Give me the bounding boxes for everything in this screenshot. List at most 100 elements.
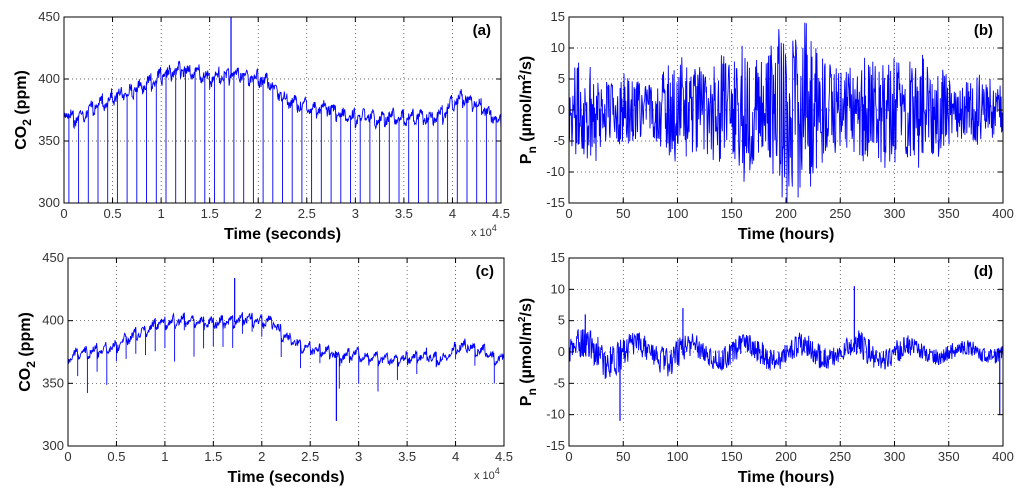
x-multiplier-exp: 4	[495, 466, 500, 476]
plot-area	[68, 258, 504, 446]
x-tick-label: 2	[258, 449, 265, 464]
x-axis-label: Time (hours)	[738, 226, 835, 243]
x-multiplier: x 104	[474, 466, 500, 482]
y-tick-label: 350	[42, 375, 64, 390]
y-tick-label: 15	[551, 9, 565, 24]
x-tick-label: 350	[938, 206, 960, 221]
x-tick-label: 3.5	[398, 449, 416, 464]
x-tick-label: 4	[449, 206, 456, 221]
y-label-rest: (µmol/m	[518, 80, 535, 146]
y-axis-label: Pn (µmol/m2/s)	[517, 298, 539, 406]
x-tick-label: 250	[829, 206, 851, 221]
y-label-main: P	[518, 395, 535, 406]
y-label-rest: (µmol/m	[518, 322, 535, 388]
y-tick-label: -15	[546, 438, 565, 453]
series-group	[569, 22, 1003, 203]
y-tick-label: 450	[38, 9, 60, 24]
x-tick-label: 1.5	[204, 449, 222, 464]
x-tick-label: 50	[616, 206, 630, 221]
y-tick-label: 300	[38, 195, 60, 210]
panel-label: (a)	[473, 22, 491, 39]
x-tick-label: 0	[64, 449, 71, 464]
y-tick-label: 5	[558, 71, 565, 86]
x-axis-label: Time (seconds)	[224, 226, 341, 243]
x-tick-label: 1.5	[201, 206, 219, 221]
x-tick-label: 2.5	[298, 206, 316, 221]
y-label-tail: /s)	[518, 56, 535, 75]
panel-label: (b)	[974, 22, 993, 39]
x-tick-label: 0.5	[104, 206, 122, 221]
y-label-tail: /s)	[518, 298, 535, 317]
x-multiplier: x 104	[471, 223, 497, 239]
y-label-main: P	[518, 153, 535, 164]
x-tick-label: 0	[565, 206, 572, 221]
y-label-main: CO	[13, 126, 30, 150]
y-label-sub: 2	[24, 361, 38, 368]
x-tick-label: 2	[255, 206, 262, 221]
panel-label: (d)	[974, 263, 993, 280]
x-tick-label: 0	[60, 206, 67, 221]
x-tick-label: 4.5	[492, 206, 510, 221]
y-tick-label: -10	[546, 407, 565, 422]
x-tick-label: 0	[565, 449, 572, 464]
x-tick-label: 250	[829, 449, 851, 464]
x-tick-label: 150	[721, 206, 743, 221]
y-label-sub: n	[525, 146, 539, 153]
series-group	[68, 278, 504, 421]
y-label-rest: (ppm)	[17, 312, 34, 361]
y-label-rest: (ppm)	[13, 70, 30, 119]
plot-frame	[63, 16, 502, 204]
panel-label: (c)	[476, 263, 494, 280]
x-multiplier-exp: 4	[492, 223, 497, 233]
x-tick-label: 400	[992, 449, 1014, 464]
y-tick-label: 0	[558, 344, 565, 359]
panel-d: 0 50 100 150 200 250 300 350 400 -15 -10 -5 0 5 10 15 Ti…	[517, 250, 1014, 486]
x-tick-label: 100	[667, 206, 689, 221]
series-group	[64, 17, 501, 203]
x-tick-label: 3	[355, 449, 362, 464]
panel-a: 0 0.5 1 1.5 2 2.5 3 3.5 4 4.5 300 350 400 450 Time (se…	[13, 9, 510, 243]
y-label-main: CO	[17, 368, 34, 392]
y-tick-label: 300	[42, 438, 64, 453]
y-tick-label: -5	[553, 375, 565, 390]
y-label-sup: 2	[517, 316, 528, 322]
x-tick-label: 4.5	[495, 449, 513, 464]
series-line	[569, 22, 1003, 203]
x-tick-label: 0.5	[107, 449, 125, 464]
x-tick-label: 4	[452, 449, 459, 464]
series-group	[569, 286, 1003, 421]
x-tick-label: 200	[775, 206, 797, 221]
y-tick-label: 10	[551, 281, 565, 296]
y-tick-label: 400	[38, 71, 60, 86]
series-line	[68, 312, 504, 393]
x-tick-label: 300	[884, 449, 906, 464]
x-tick-label: 350	[938, 449, 960, 464]
y-axis-label: Pn (µmol/m2/s)	[517, 56, 539, 164]
y-axis-label: CO2 (ppm)	[17, 312, 38, 392]
x-tick-label: 2.5	[301, 449, 319, 464]
y-tick-label: -10	[546, 164, 565, 179]
x-axis-label: Time (hours)	[738, 469, 835, 486]
y-tick-label: 0	[558, 102, 565, 117]
y-tick-label: 450	[42, 250, 64, 265]
panel-b: 0 50 100 150 200 250 300 350 400 -15 -10 -5 0 5 10 15 Ti…	[517, 9, 1014, 243]
x-tick-label: 300	[884, 206, 906, 221]
y-label-sub: n	[525, 388, 539, 395]
y-tick-label: 5	[558, 313, 565, 328]
x-tick-label: 100	[667, 449, 689, 464]
y-tick-label: 400	[42, 313, 64, 328]
y-axis-label: CO2 (ppm)	[13, 70, 34, 150]
x-axis-label: Time (seconds)	[227, 469, 344, 486]
y-tick-label: 350	[38, 133, 60, 148]
x-tick-label: 50	[616, 449, 630, 464]
y-label-sup: 2	[517, 74, 528, 80]
panel-c: 0 0.5 1 1.5 2 2.5 3 3.5 4 4.5 300 350 400 450 Time (se…	[17, 250, 513, 486]
x-tick-label: 200	[775, 449, 797, 464]
x-tick-label: 3	[352, 206, 359, 221]
x-tick-label: 1	[157, 206, 164, 221]
y-tick-label: -15	[546, 195, 565, 210]
y-tick-label: 10	[551, 40, 565, 55]
series-line	[569, 329, 1003, 380]
y-tick-label: -5	[553, 133, 565, 148]
